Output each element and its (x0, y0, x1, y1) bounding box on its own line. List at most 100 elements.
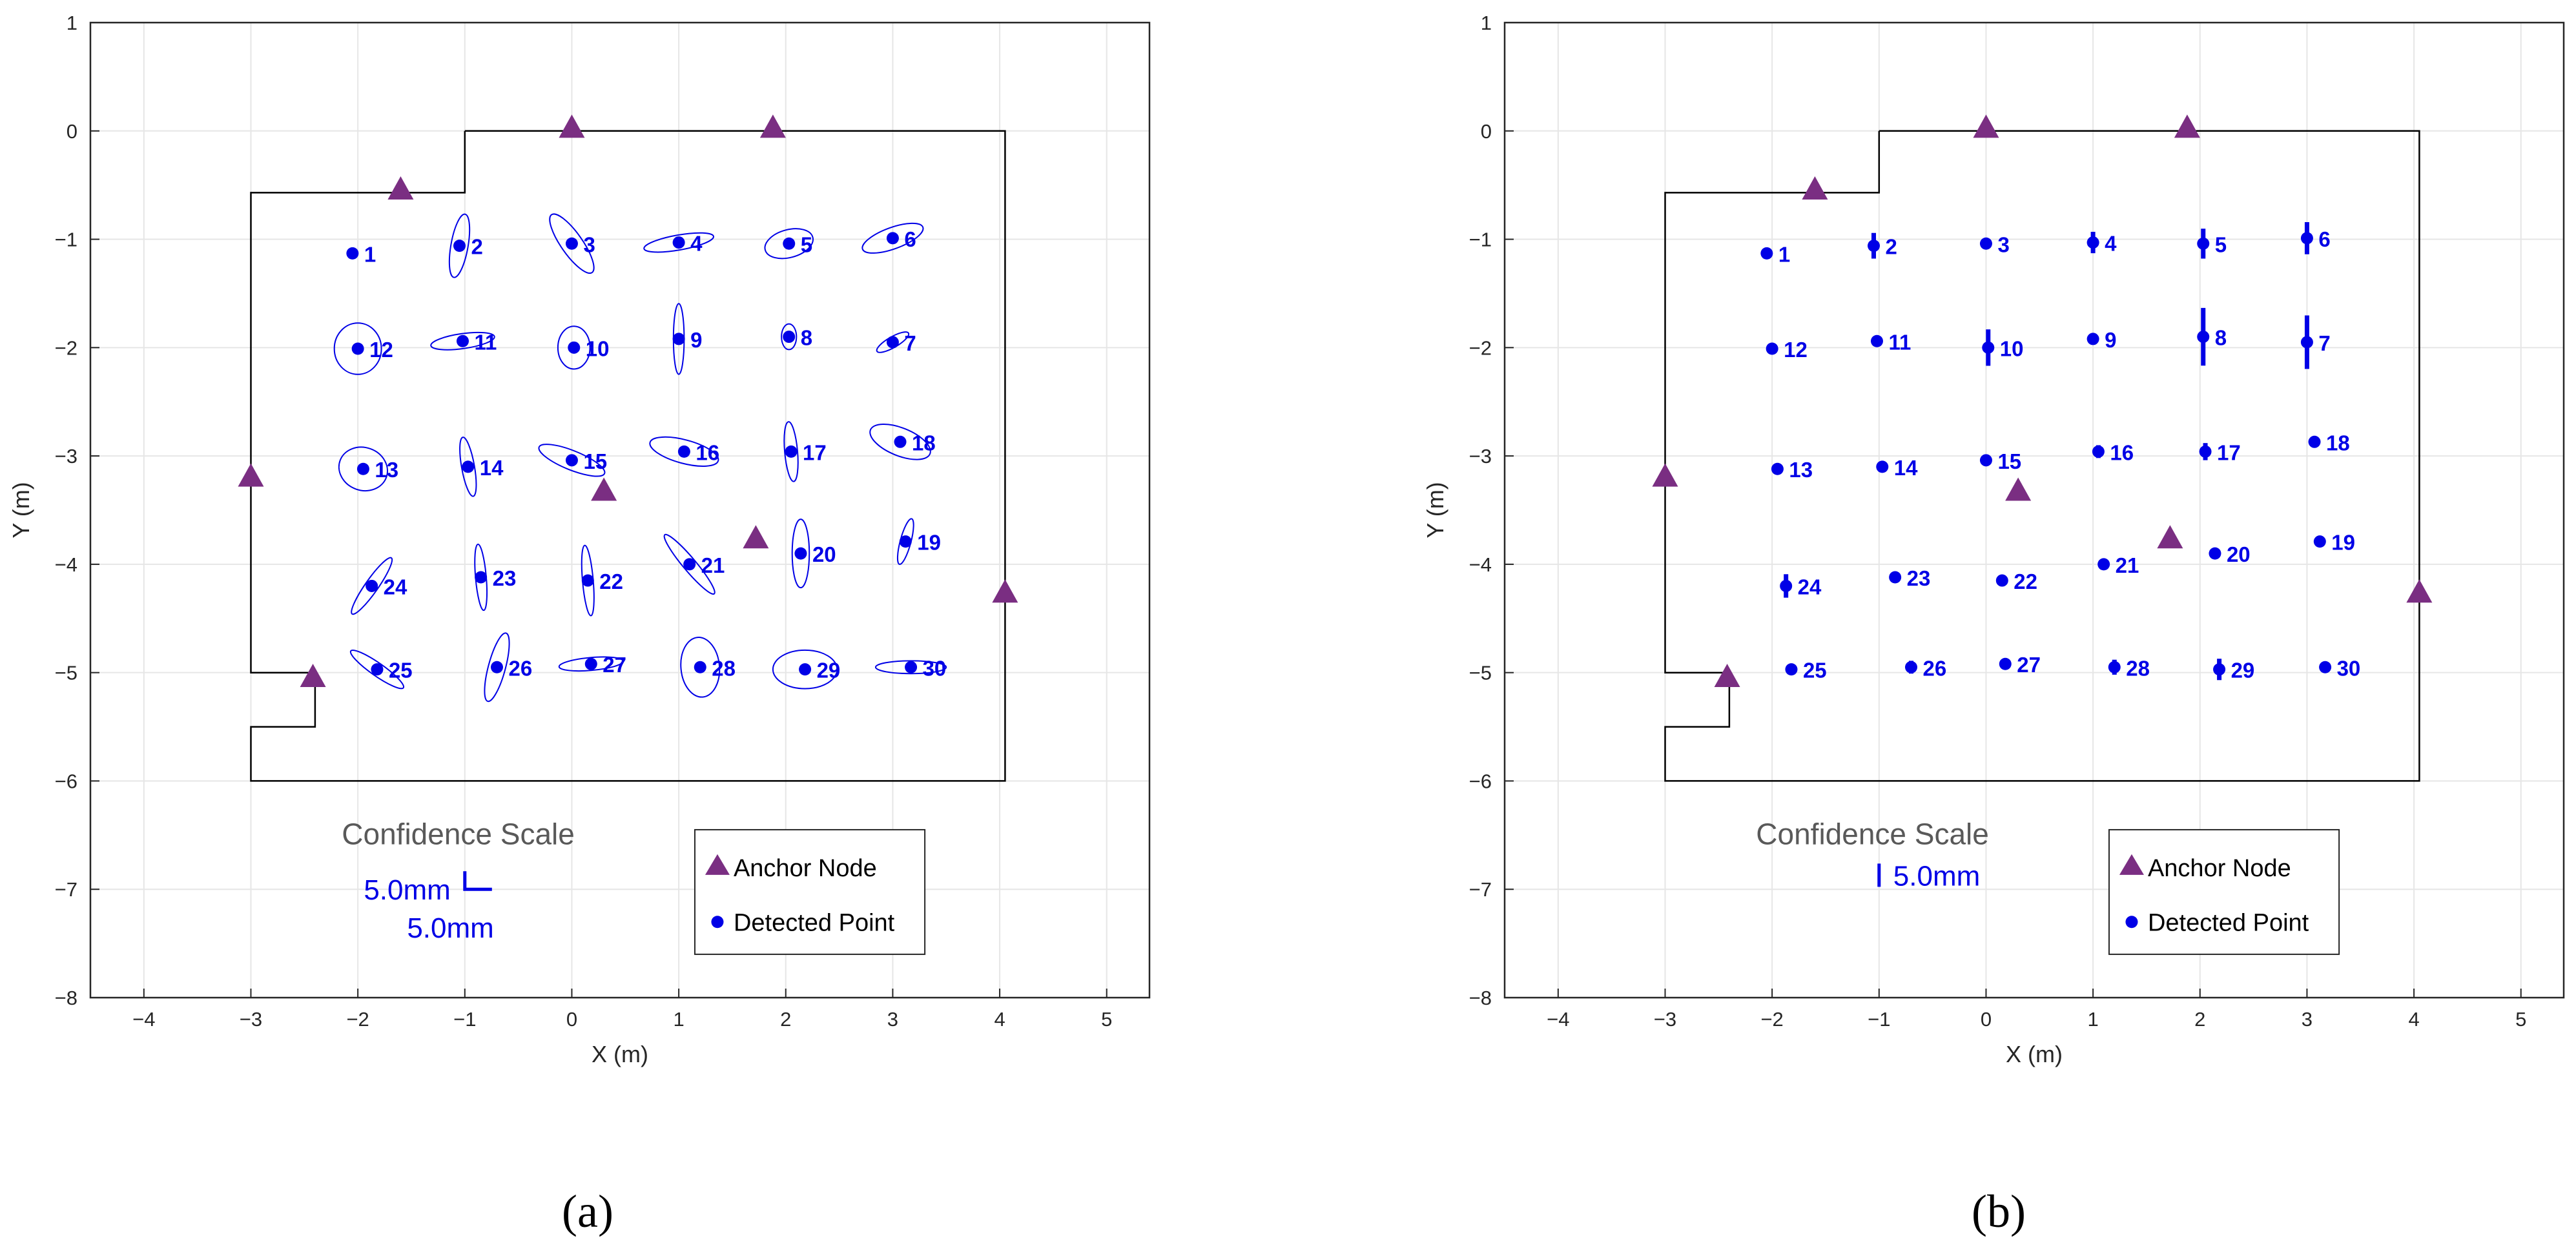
point-label: 28 (712, 656, 736, 680)
confidence-ellipse (333, 322, 382, 375)
detected-point (1771, 462, 1784, 475)
room-boundary (250, 130, 1006, 782)
y-tick-label: 0 (1481, 120, 1492, 143)
point-label: 12 (1784, 338, 1808, 362)
point-label: 18 (912, 431, 936, 455)
point-label: 5 (801, 232, 812, 256)
point-label: 23 (1907, 566, 1931, 590)
point-label: 1 (1778, 242, 1790, 266)
point-label: 7 (904, 331, 916, 355)
point-label: 2 (1886, 235, 1897, 259)
point-label: 23 (493, 566, 517, 590)
point-label: 10 (586, 336, 610, 360)
legend-box (2108, 828, 2340, 955)
y-tick-label: 0 (67, 120, 77, 143)
confidence-ellipse (351, 557, 393, 615)
x-tick-label: −1 (453, 1008, 476, 1031)
detected-point (672, 333, 685, 345)
anchor-node (1802, 176, 1828, 200)
y-tick-label: −5 (1469, 662, 1492, 684)
detected-point (346, 247, 359, 260)
confidence-ellipse (558, 656, 624, 672)
point-label: 18 (2326, 431, 2350, 455)
y-tick-label: −3 (1469, 445, 1492, 467)
x-tick-label: −2 (346, 1008, 369, 1031)
confidence-ellipse (772, 649, 838, 690)
x-tick-label: 4 (2408, 1008, 2419, 1031)
point-label: 24 (384, 575, 407, 599)
axes-frame (89, 21, 1151, 999)
confidence-scale-x-label: 5.0mm (407, 912, 493, 944)
detected-point (677, 445, 690, 458)
legend-point-marker (2125, 916, 2138, 929)
confidence-ellipse (557, 325, 591, 370)
x-tick-label: 5 (1101, 1008, 1112, 1031)
detected-point (2197, 331, 2210, 344)
plot-area (1505, 23, 2564, 998)
x-tick-label: −1 (1868, 1008, 1890, 1031)
anchor-node (238, 463, 264, 487)
confidence-ellipse (874, 660, 947, 675)
point-label: 4 (2105, 232, 2117, 256)
confidence-ellipse (538, 444, 606, 477)
x-tick-label: −4 (132, 1008, 155, 1031)
detected-point (1979, 237, 1992, 250)
point-label: 26 (1922, 656, 1946, 680)
detected-point (2313, 535, 2326, 548)
confidence-scale-title: Confidence Scale (342, 817, 575, 850)
detected-point (568, 341, 581, 354)
confidence-ellipse (680, 636, 721, 698)
detected-point (2300, 336, 2313, 349)
point-label: 15 (1997, 449, 2021, 473)
detected-point (1760, 247, 1773, 260)
detected-point (683, 558, 696, 571)
point-label: 21 (701, 553, 725, 577)
point-label: 13 (1789, 458, 1813, 482)
detected-point (694, 661, 706, 673)
detected-point (794, 547, 807, 560)
detected-point (584, 657, 597, 670)
point-label: 29 (817, 659, 841, 683)
confidence-ellipse (861, 222, 924, 254)
detected-point (581, 574, 594, 587)
point-label: 20 (812, 542, 836, 566)
point-label: 8 (801, 326, 812, 350)
x-tick-label: 0 (566, 1008, 577, 1031)
anchor-node (559, 114, 585, 138)
detected-point (1889, 571, 1902, 584)
detected-point (1999, 657, 2012, 670)
panel-a: −4 −3 −2 −1 0 1 2 3 4 510−1−2−3−4−5−6−7−8X (m)Y (… (8, 12, 1151, 1237)
x-tick-label: −2 (1760, 1008, 1783, 1031)
confidence-ellipse (448, 213, 471, 278)
point-label: 16 (696, 440, 719, 464)
point-label: 5 (2215, 232, 2227, 256)
point-label: 17 (2217, 440, 2241, 464)
anchor-node (759, 114, 786, 138)
y-tick-label: −8 (55, 987, 77, 1009)
y-tick-label: −2 (1469, 336, 1492, 359)
legend-anchor-marker (705, 854, 730, 875)
point-label: 30 (2337, 656, 2361, 680)
x-tick-label: 2 (2194, 1008, 2205, 1031)
point-label: 9 (2105, 328, 2116, 352)
detected-point (1780, 579, 1793, 592)
detected-point (785, 445, 798, 458)
detected-point (799, 663, 812, 676)
y-tick-label: −2 (55, 336, 77, 359)
x-tick-label: −4 (1547, 1008, 1569, 1031)
anchor-node (2406, 579, 2433, 603)
detected-point (2209, 547, 2221, 560)
confidence-ellipse (349, 649, 405, 690)
confidence-ellipse (791, 519, 810, 589)
point-label: 17 (803, 440, 827, 464)
detected-point (2308, 435, 2321, 448)
point-label: 22 (2014, 570, 2037, 593)
point-label: 29 (2231, 659, 2255, 683)
confidence-scale-bar (463, 871, 492, 891)
detected-point (351, 342, 364, 355)
x-tick-label: 1 (2087, 1008, 2098, 1031)
anchor-node (591, 477, 617, 501)
detected-point (1876, 460, 1889, 473)
y-tick-label: −5 (55, 662, 77, 684)
